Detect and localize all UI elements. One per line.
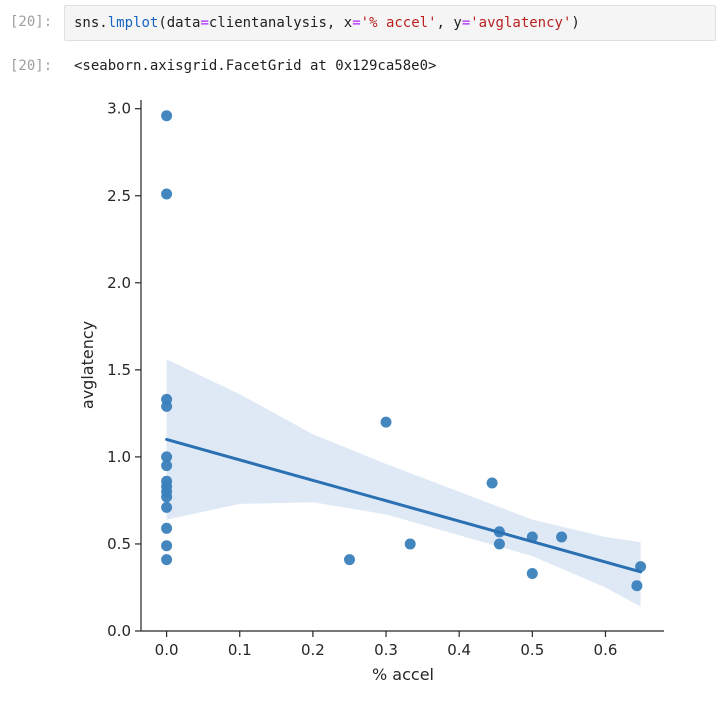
y-tick-label: 0.5 [107, 535, 131, 553]
scatter-point [161, 188, 173, 200]
code-token: = [352, 15, 361, 31]
code-token: , [436, 15, 454, 31]
y-tick-label: 0.0 [107, 622, 131, 640]
scatter-point [161, 460, 173, 472]
scatter-point [161, 522, 173, 534]
code-token: , [326, 15, 344, 31]
scatter-point [161, 554, 173, 566]
confidence-band [166, 359, 641, 607]
output-prompt: [20]: [10, 58, 53, 74]
x-tick-label: 0.3 [374, 641, 398, 659]
x-tick-label: 0.0 [155, 641, 179, 659]
y-tick-label: 1.5 [107, 361, 131, 379]
scatter-point [631, 580, 643, 592]
code-token: = [200, 15, 209, 31]
scatter-point [404, 538, 416, 550]
y-axis-label: avglatency [78, 321, 97, 409]
y-tick-label: 2.0 [107, 274, 131, 292]
scatter-point [635, 561, 647, 573]
scatter-point [526, 568, 538, 579]
regression-line-layer [165, 437, 643, 574]
code-token: clientanalysis [208, 15, 327, 31]
scatter-point [380, 416, 392, 428]
scatter-points-layer [161, 110, 647, 592]
x-tick-label: 0.4 [447, 641, 471, 659]
scatter-point [161, 491, 173, 503]
code-token: '% accel' [360, 15, 437, 31]
x-tick-label: 0.1 [228, 641, 252, 659]
axis-labels-layer: % accel avglatency [78, 321, 434, 684]
scatter-point [556, 531, 568, 543]
confidence-band-layer [166, 359, 641, 607]
scatter-point [161, 451, 173, 463]
input-prompt: [20]: [10, 14, 53, 30]
y-tick-label: 2.5 [107, 187, 131, 205]
code-token: ( [158, 15, 167, 31]
scatter-point [161, 110, 173, 122]
code-token: ) [571, 15, 580, 31]
scatter-point [161, 501, 173, 513]
code-token: lmplot [107, 15, 159, 31]
x-tick-label: 0.2 [301, 641, 325, 659]
y-tick-label: 1.0 [107, 448, 131, 466]
scatter-point [344, 554, 355, 566]
code-cell-input[interactable]: sns.lmplot(data=clientanalysis, x='% acc… [64, 5, 716, 41]
code-token: x [343, 15, 353, 31]
cell-output-text: <seaborn.axisgrid.FacetGrid at 0x129ca58… [74, 58, 437, 74]
regression-line [165, 437, 643, 574]
code-token: y [453, 15, 462, 31]
x-tick-label: 0.6 [594, 641, 618, 659]
code-token: data [166, 15, 201, 31]
scatter-point [161, 540, 173, 552]
y-tick-label: 3.0 [107, 100, 131, 118]
axes-layer: 0.0 0.1 0.2 0.3 0.4 0.5 0.6 0.0 0.5 1.0 1.5 2.0 2.5 3… [107, 100, 664, 659]
code-token: . [99, 15, 108, 31]
scatter-point [493, 538, 505, 550]
code-token: sns [74, 15, 100, 31]
x-axis-label: % accel [372, 665, 434, 684]
scatter-point [486, 477, 498, 489]
x-tick-label: 0.5 [520, 641, 544, 659]
code-token: 'avglatency' [470, 15, 572, 31]
scatter-point [161, 400, 173, 412]
code-token: = [461, 15, 471, 31]
